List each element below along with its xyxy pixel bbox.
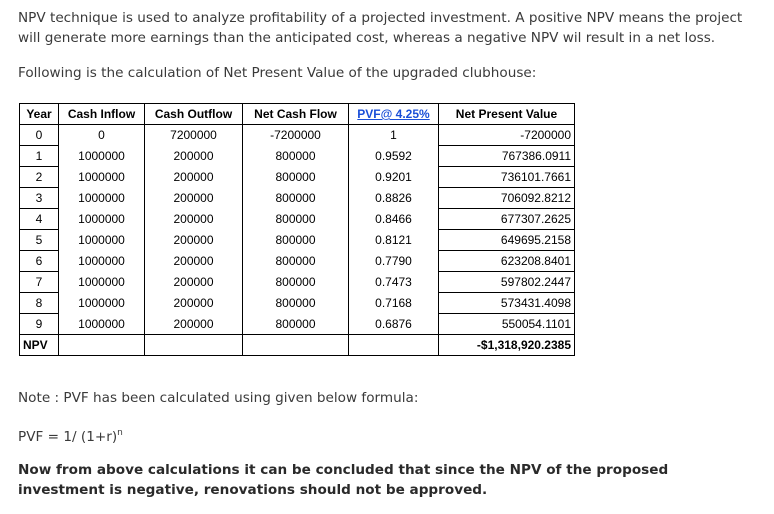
cell-cash-outflow: 7200000 <box>144 124 243 146</box>
cell-net-present-value: 597802.2447 <box>438 271 575 293</box>
cell-net-present-value: 736101.7661 <box>438 166 575 188</box>
cell-year: 0 <box>19 124 59 146</box>
cell-year: 5 <box>19 229 59 251</box>
cell-cash-outflow: 200000 <box>144 208 243 230</box>
header-cash-inflow: Cash Inflow <box>58 103 145 125</box>
npv-total-label: NPV <box>19 334 59 356</box>
cell-cash-inflow: 1000000 <box>58 271 145 293</box>
cell-cash-inflow: 0 <box>58 124 145 146</box>
cell-cash-outflow: 200000 <box>144 271 243 293</box>
empty-cell <box>58 334 145 356</box>
cell-cash-outflow: 200000 <box>144 292 243 314</box>
empty-cell <box>242 334 349 356</box>
cell-cash-outflow: 200000 <box>144 166 243 188</box>
cell-pvf: 0.6876 <box>348 313 439 335</box>
cell-cash-outflow: 200000 <box>144 250 243 272</box>
cell-year: 4 <box>19 208 59 230</box>
cell-pvf: 0.8121 <box>348 229 439 251</box>
cell-cash-inflow: 1000000 <box>58 250 145 272</box>
cell-net-present-value: 550054.1101 <box>438 313 575 335</box>
cell-cash-inflow: 1000000 <box>58 208 145 230</box>
cell-pvf: 0.7790 <box>348 250 439 272</box>
cell-year: 7 <box>19 271 59 293</box>
cell-year: 1 <box>19 145 59 167</box>
cell-net-present-value: 706092.8212 <box>438 187 575 209</box>
pvf-formula: PVF = 1/ (1+r)n <box>18 427 123 447</box>
cell-cash-inflow: 1000000 <box>58 313 145 335</box>
cell-year: 2 <box>19 166 59 188</box>
formula-text: PVF = 1/ (1+r) <box>18 429 118 445</box>
cell-pvf: 0.9201 <box>348 166 439 188</box>
cell-net-cash-flow: 800000 <box>242 166 349 188</box>
cell-net-cash-flow: 800000 <box>242 271 349 293</box>
cell-net-cash-flow: 800000 <box>242 292 349 314</box>
cell-net-cash-flow: 800000 <box>242 145 349 167</box>
conclusion-text: Now from above calculations it can be co… <box>18 462 669 498</box>
cell-net-present-value: -7200000 <box>438 124 575 146</box>
table-intro-text: Following is the calculation of Net Pres… <box>18 65 537 81</box>
cell-year: 3 <box>19 187 59 209</box>
cell-year: 8 <box>19 292 59 314</box>
cell-year: 9 <box>19 313 59 335</box>
cell-pvf: 0.8466 <box>348 208 439 230</box>
intro-paragraph: NPV technique is used to analyze profita… <box>18 10 743 46</box>
cell-cash-outflow: 200000 <box>144 187 243 209</box>
cell-year: 6 <box>19 250 59 272</box>
npv-total-row: NPV -$1,318,920.2385 <box>19 334 575 356</box>
table-row: 0 0 7200000 -7200000 1 -7200000 <box>19 124 575 146</box>
cell-cash-inflow: 1000000 <box>58 229 145 251</box>
pvf-header-link[interactable]: PVF@ 4.25% <box>357 107 430 121</box>
header-net-present-value: Net Present Value <box>438 103 575 125</box>
table-row: 7 1000000 200000 800000 0.7473 597802.2447 <box>19 271 575 293</box>
header-cash-outflow: Cash Outflow <box>144 103 243 125</box>
header-net-cash-flow: Net Cash Flow <box>242 103 349 125</box>
cell-cash-inflow: 1000000 <box>58 145 145 167</box>
npv-total-value: -$1,318,920.2385 <box>438 334 575 356</box>
header-year: Year <box>19 103 59 125</box>
table-row: 8 1000000 200000 800000 0.7168 573431.4098 <box>19 292 575 314</box>
cell-pvf: 0.7168 <box>348 292 439 314</box>
cell-net-present-value: 677307.2625 <box>438 208 575 230</box>
cell-net-present-value: 767386.0911 <box>438 145 575 167</box>
cell-net-cash-flow: 800000 <box>242 313 349 335</box>
cell-cash-inflow: 1000000 <box>58 166 145 188</box>
cell-net-present-value: 649695.2158 <box>438 229 575 251</box>
table-row: 1 1000000 200000 800000 0.9592 767386.0911 <box>19 145 575 167</box>
table-row: 6 1000000 200000 800000 0.7790 623208.8401 <box>19 250 575 272</box>
cell-net-cash-flow: 800000 <box>242 250 349 272</box>
cell-net-cash-flow: -7200000 <box>242 124 349 146</box>
note-text: Note : PVF has been calculated using giv… <box>18 390 419 406</box>
cell-cash-outflow: 200000 <box>144 313 243 335</box>
cell-net-cash-flow: 800000 <box>242 208 349 230</box>
cell-cash-outflow: 200000 <box>144 229 243 251</box>
table-header-row: Year Cash Inflow Cash Outflow Net Cash F… <box>19 103 575 125</box>
cell-net-present-value: 623208.8401 <box>438 250 575 272</box>
cell-pvf: 0.9592 <box>348 145 439 167</box>
cell-net-present-value: 573431.4098 <box>438 292 575 314</box>
cell-pvf: 0.7473 <box>348 271 439 293</box>
cell-net-cash-flow: 800000 <box>242 229 349 251</box>
table-row: 4 1000000 200000 800000 0.8466 677307.2625 <box>19 208 575 230</box>
cell-pvf: 1 <box>348 124 439 146</box>
formula-exponent: n <box>117 428 123 438</box>
npv-table: Year Cash Inflow Cash Outflow Net Cash F… <box>19 103 575 356</box>
header-pvf-link[interactable]: PVF@ 4.25% <box>348 103 439 125</box>
cell-cash-outflow: 200000 <box>144 145 243 167</box>
table-row: 5 1000000 200000 800000 0.8121 649695.2158 <box>19 229 575 251</box>
cell-cash-inflow: 1000000 <box>58 187 145 209</box>
empty-cell <box>144 334 243 356</box>
cell-net-cash-flow: 800000 <box>242 187 349 209</box>
empty-cell <box>348 334 439 356</box>
table-row: 3 1000000 200000 800000 0.8826 706092.8212 <box>19 187 575 209</box>
cell-pvf: 0.8826 <box>348 187 439 209</box>
cell-cash-inflow: 1000000 <box>58 292 145 314</box>
table-row: 2 1000000 200000 800000 0.9201 736101.7661 <box>19 166 575 188</box>
table-row: 9 1000000 200000 800000 0.6876 550054.1101 <box>19 313 575 335</box>
